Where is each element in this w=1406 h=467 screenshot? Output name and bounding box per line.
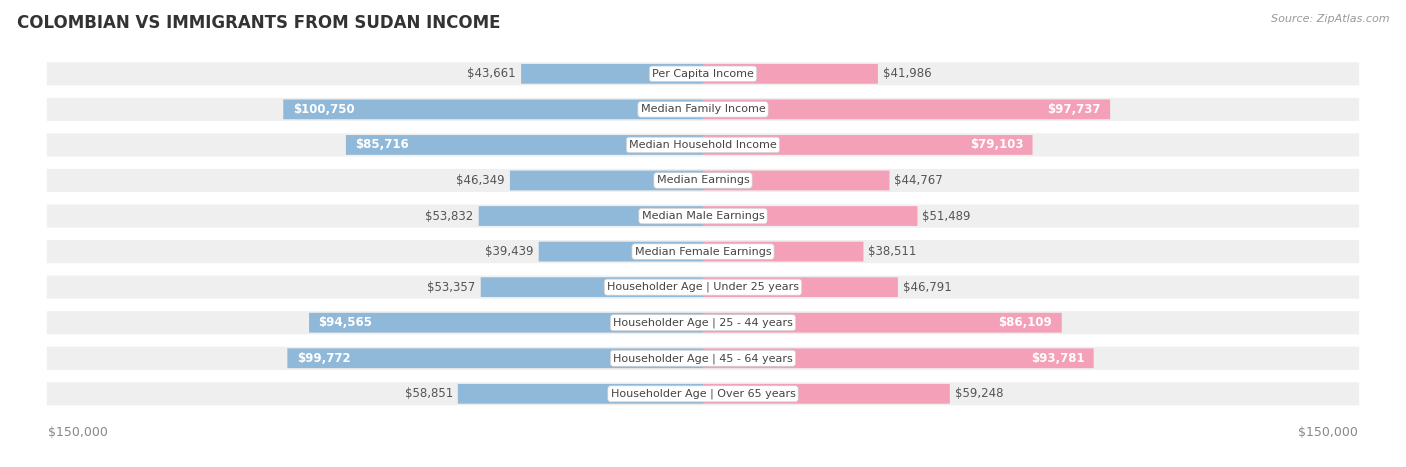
FancyBboxPatch shape bbox=[703, 313, 1062, 333]
FancyBboxPatch shape bbox=[46, 382, 1360, 405]
FancyBboxPatch shape bbox=[309, 313, 703, 333]
FancyBboxPatch shape bbox=[538, 242, 703, 262]
FancyBboxPatch shape bbox=[703, 384, 950, 403]
FancyBboxPatch shape bbox=[703, 348, 1094, 368]
Text: Median Earnings: Median Earnings bbox=[657, 176, 749, 185]
Text: Householder Age | 25 - 44 years: Householder Age | 25 - 44 years bbox=[613, 318, 793, 328]
FancyBboxPatch shape bbox=[46, 311, 1360, 334]
FancyBboxPatch shape bbox=[46, 98, 1360, 121]
FancyBboxPatch shape bbox=[283, 99, 703, 119]
FancyBboxPatch shape bbox=[458, 384, 703, 403]
Text: $46,349: $46,349 bbox=[457, 174, 505, 187]
Text: Householder Age | 45 - 64 years: Householder Age | 45 - 64 years bbox=[613, 353, 793, 363]
FancyBboxPatch shape bbox=[46, 134, 1360, 156]
Text: $43,661: $43,661 bbox=[467, 67, 516, 80]
Text: Source: ZipAtlas.com: Source: ZipAtlas.com bbox=[1271, 14, 1389, 24]
Text: $59,248: $59,248 bbox=[955, 387, 1004, 400]
FancyBboxPatch shape bbox=[46, 240, 1360, 263]
Text: $51,489: $51,489 bbox=[922, 210, 972, 223]
FancyBboxPatch shape bbox=[46, 347, 1360, 370]
Text: $79,103: $79,103 bbox=[970, 138, 1024, 151]
Text: $86,109: $86,109 bbox=[998, 316, 1052, 329]
Text: $44,767: $44,767 bbox=[894, 174, 943, 187]
Text: $46,791: $46,791 bbox=[903, 281, 952, 294]
FancyBboxPatch shape bbox=[703, 206, 918, 226]
FancyBboxPatch shape bbox=[510, 170, 703, 191]
FancyBboxPatch shape bbox=[703, 135, 1032, 155]
Text: Median Male Earnings: Median Male Earnings bbox=[641, 211, 765, 221]
FancyBboxPatch shape bbox=[703, 170, 890, 191]
Text: $99,772: $99,772 bbox=[297, 352, 350, 365]
Text: $39,439: $39,439 bbox=[485, 245, 534, 258]
Text: $53,357: $53,357 bbox=[427, 281, 475, 294]
Text: $94,565: $94,565 bbox=[318, 316, 373, 329]
Text: Median Female Earnings: Median Female Earnings bbox=[634, 247, 772, 256]
FancyBboxPatch shape bbox=[46, 62, 1360, 85]
Text: $100,750: $100,750 bbox=[292, 103, 354, 116]
FancyBboxPatch shape bbox=[46, 276, 1360, 299]
Text: COLOMBIAN VS IMMIGRANTS FROM SUDAN INCOME: COLOMBIAN VS IMMIGRANTS FROM SUDAN INCOM… bbox=[17, 14, 501, 32]
Text: $58,851: $58,851 bbox=[405, 387, 453, 400]
Text: Householder Age | Over 65 years: Householder Age | Over 65 years bbox=[610, 389, 796, 399]
FancyBboxPatch shape bbox=[478, 206, 703, 226]
Text: $85,716: $85,716 bbox=[356, 138, 409, 151]
Text: Per Capita Income: Per Capita Income bbox=[652, 69, 754, 79]
FancyBboxPatch shape bbox=[46, 205, 1360, 227]
FancyBboxPatch shape bbox=[522, 64, 703, 84]
Text: Householder Age | Under 25 years: Householder Age | Under 25 years bbox=[607, 282, 799, 292]
FancyBboxPatch shape bbox=[703, 242, 863, 262]
FancyBboxPatch shape bbox=[287, 348, 703, 368]
Text: Median Household Income: Median Household Income bbox=[628, 140, 778, 150]
FancyBboxPatch shape bbox=[703, 64, 877, 84]
FancyBboxPatch shape bbox=[346, 135, 703, 155]
Text: $97,737: $97,737 bbox=[1047, 103, 1101, 116]
Text: $38,511: $38,511 bbox=[869, 245, 917, 258]
FancyBboxPatch shape bbox=[481, 277, 703, 297]
Text: $41,986: $41,986 bbox=[883, 67, 932, 80]
FancyBboxPatch shape bbox=[46, 169, 1360, 192]
Text: $53,832: $53,832 bbox=[426, 210, 474, 223]
FancyBboxPatch shape bbox=[703, 277, 898, 297]
FancyBboxPatch shape bbox=[703, 99, 1111, 119]
Text: $93,781: $93,781 bbox=[1031, 352, 1084, 365]
Text: Median Family Income: Median Family Income bbox=[641, 104, 765, 114]
